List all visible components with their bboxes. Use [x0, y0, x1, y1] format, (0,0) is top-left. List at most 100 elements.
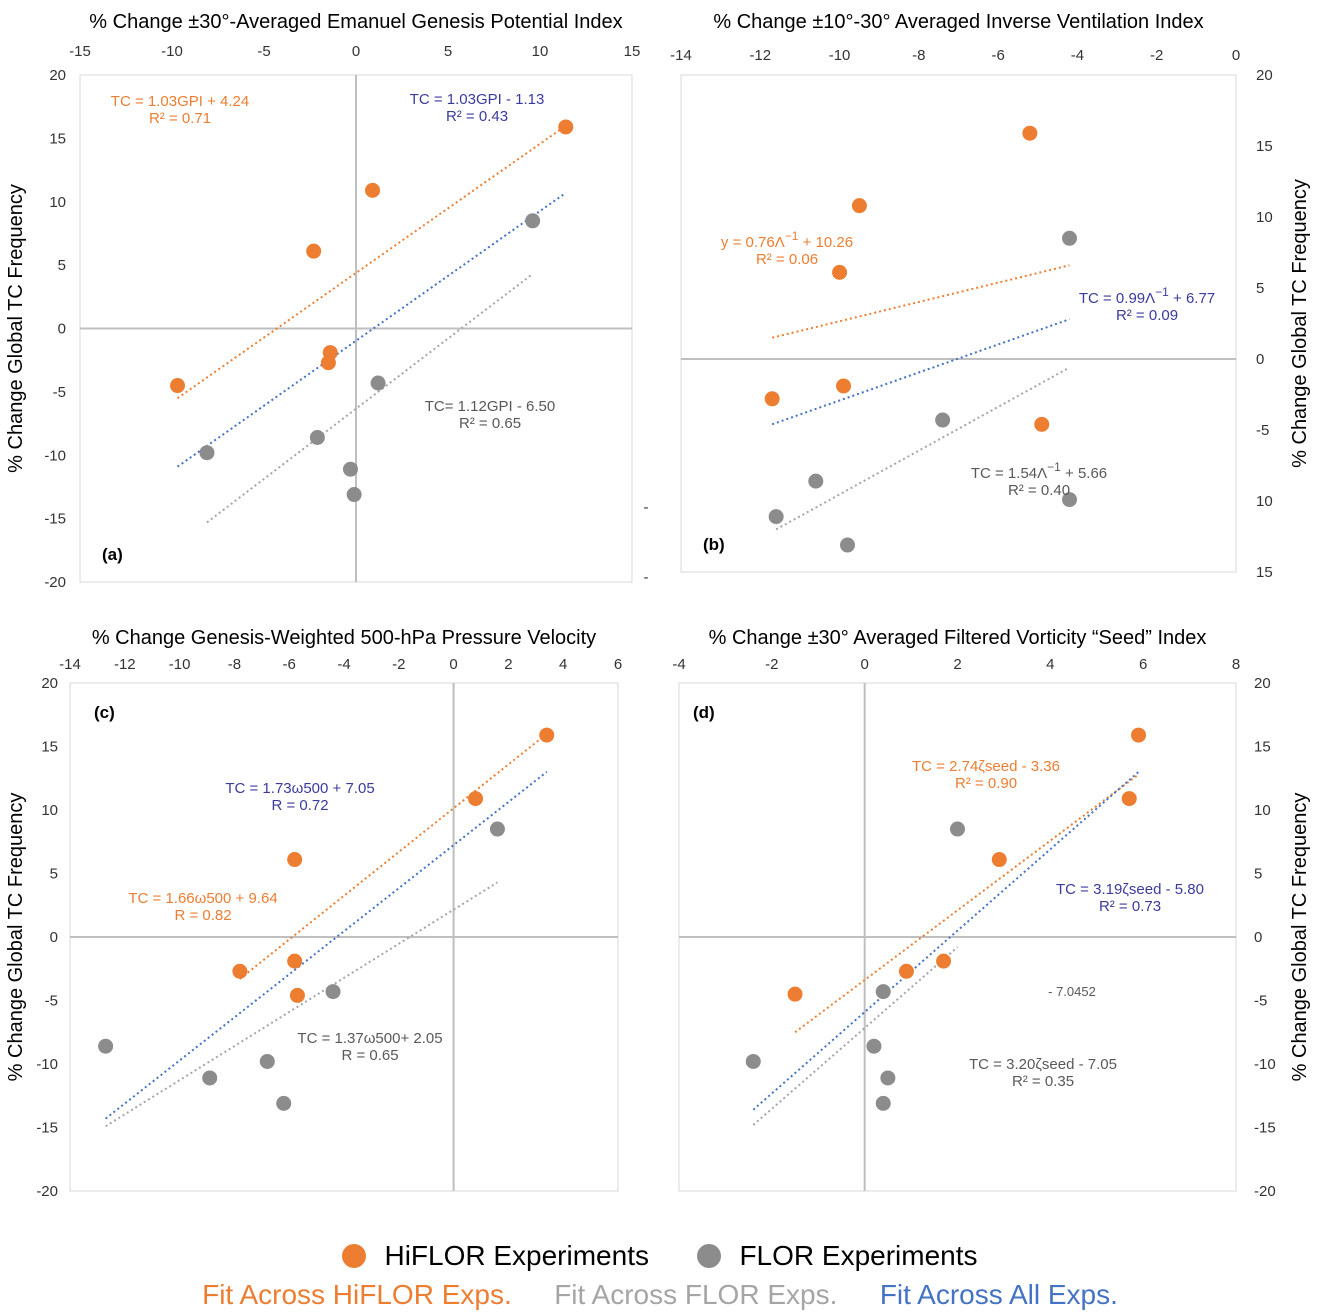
regression-equation: TC = 1.73ω500 + 7.05	[225, 780, 374, 797]
y-tick-label: 5	[58, 257, 66, 274]
y-tick-label: 5	[50, 866, 58, 883]
x-tick-label: 5	[444, 43, 452, 60]
hiflor-point	[764, 391, 780, 407]
y-tick-label: -15	[44, 511, 66, 528]
flor-point	[768, 509, 784, 525]
flor-dot-icon	[697, 1244, 722, 1268]
flor-point	[840, 537, 855, 553]
r-squared-label: R² = 0.40	[1008, 482, 1070, 499]
x-tick-label: -14	[670, 47, 692, 64]
x-tick-label: -12	[749, 47, 771, 64]
x-tick-label: -12	[114, 656, 136, 673]
x-tick-label: 4	[1046, 656, 1054, 673]
y-tick-label: 15	[49, 130, 66, 147]
x-tick-label: -10	[829, 47, 851, 64]
hiflor-point	[851, 198, 867, 214]
y-tick-label: 0	[1254, 929, 1262, 946]
x-tick-label: 0	[352, 43, 360, 60]
x-tick-label: -8	[912, 47, 925, 64]
hiflor-point	[898, 963, 914, 979]
x-tick-label: 0	[1232, 47, 1240, 64]
y-tick-label: 10	[1256, 209, 1273, 226]
flor-point	[866, 1038, 882, 1054]
y-tick-label: -20	[36, 1183, 58, 1200]
y-tick-label: -5	[53, 384, 66, 401]
x-tick-label: 0	[449, 656, 457, 673]
y-axis-label: % Change Global TC Frequency	[1289, 179, 1311, 468]
flor-point	[276, 1095, 292, 1111]
flor-point	[1062, 492, 1077, 508]
regression-equation: TC = 3.19ζseed - 5.80	[1056, 881, 1204, 898]
panel-3: % Change ±30° Averaged Filtered Vorticit…	[672, 627, 1311, 1200]
hiflor-point	[1034, 416, 1050, 432]
x-tick-label: 2	[504, 656, 512, 673]
x-tick-label: 15	[624, 43, 641, 60]
fit-line-hiflor	[239, 733, 548, 980]
fit-line-hiflor	[794, 773, 1140, 1034]
r-squared-label: R² = 0.71	[149, 110, 211, 127]
hiflor-point	[991, 852, 1007, 868]
hiflor-point	[832, 264, 848, 280]
extra-tick-mark: -	[644, 499, 649, 516]
hiflor-point	[558, 119, 574, 135]
panel-0: % Change ±30°-Averaged Emanuel Genesis P…	[5, 11, 649, 591]
y-tick-label: 15	[1254, 739, 1271, 756]
r-squared-label: R² = 0.43	[446, 108, 508, 125]
x-tick-label: -2	[392, 656, 405, 673]
flor-point	[875, 984, 891, 1000]
x-tick-label: -15	[69, 43, 91, 60]
flor-point	[370, 375, 386, 391]
panel-2: % Change Genesis-Weighted 500-hPa Pressu…	[5, 627, 622, 1200]
r-squared-label: R² = 0.09	[1116, 307, 1178, 324]
chart-title: % Change Genesis-Weighted 500-hPa Pressu…	[92, 627, 596, 649]
flor-point	[745, 1053, 761, 1069]
y-tick-label: -20	[44, 574, 66, 591]
y-tick-label: -10	[1254, 1056, 1276, 1073]
y-tick-label: 0	[50, 929, 58, 946]
x-tick-label: -14	[59, 656, 81, 673]
y-tick-label: 5	[1256, 280, 1264, 297]
x-tick-label: -8	[228, 656, 241, 673]
x-tick-label: -10	[161, 43, 183, 60]
flor-point	[489, 821, 505, 837]
hiflor-point	[287, 852, 303, 868]
legend-fit-hiflor: Fit Across HiFLOR Exps.	[202, 1279, 512, 1310]
fit-line-all	[105, 771, 548, 1120]
hiflor-point	[936, 953, 952, 969]
r-squared-label: R = 0.72	[271, 797, 328, 814]
regression-equation: TC= 1.12GPI - 6.50	[425, 398, 555, 415]
y-tick-label: -10	[44, 447, 66, 464]
hiflor-point	[306, 243, 322, 259]
x-tick-label: 0	[860, 656, 868, 673]
regression-equation: TC = 1.66ω500 + 9.64	[128, 890, 277, 907]
chart-title: % Change ±30° Averaged Filtered Vorticit…	[709, 627, 1207, 649]
y-tick-label: -20	[1254, 1183, 1276, 1200]
y-tick-label: 10	[1254, 802, 1271, 819]
r-squared-label: R = 0.82	[174, 907, 231, 924]
x-tick-label: 6	[614, 656, 622, 673]
flor-point	[880, 1070, 896, 1086]
hiflor-point	[468, 791, 484, 807]
r-squared-label: R² = 0.65	[459, 415, 521, 432]
hiflor-point	[787, 986, 803, 1002]
x-tick-label: -6	[991, 47, 1004, 64]
regression-equation: y = 0.76Λ−1 + 10.26	[721, 229, 853, 251]
regression-equation: TC = 1.37ω500+ 2.05	[297, 1030, 442, 1047]
panel-label: (a)	[102, 545, 123, 564]
regression-equation: TC = 1.54Λ−1 + 5.66	[971, 460, 1107, 482]
x-tick-label: -4	[672, 656, 685, 673]
flor-point	[1062, 230, 1077, 246]
flor-point	[202, 1070, 218, 1086]
y-tick-label: -10	[36, 1056, 58, 1073]
flor-point	[199, 445, 215, 461]
flor-point	[309, 430, 325, 446]
fit-line-all	[771, 318, 1070, 426]
legend-fit-flor: Fit Across FLOR Exps.	[554, 1279, 838, 1310]
r-squared-label: R² = 0.90	[955, 775, 1017, 792]
regression-equation: TC = 0.99Λ−1 + 6.77	[1079, 285, 1215, 307]
fit-line-all	[176, 192, 567, 468]
extra-tick-mark: -	[644, 569, 649, 586]
r-squared-label: R = 0.65	[341, 1047, 398, 1064]
y-tick-label: 15	[1256, 564, 1273, 581]
